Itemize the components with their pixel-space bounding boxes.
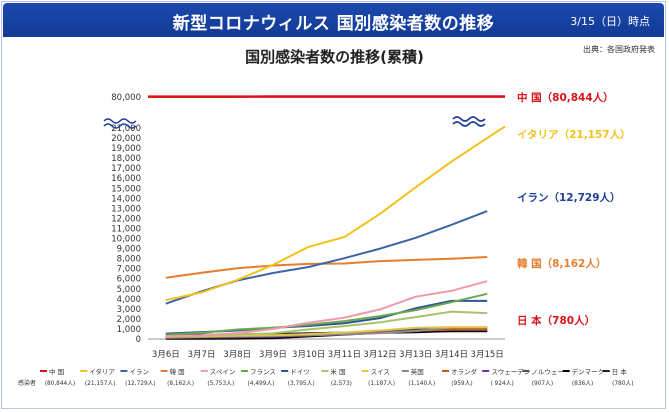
y-tick-label: 5,000 xyxy=(117,285,141,295)
legend-value: ( 924人) xyxy=(491,380,514,387)
x-tick-label: 3月10日 xyxy=(292,350,325,360)
source-note: 出典：各国政府発表 xyxy=(583,45,655,54)
x-tick-label: 3月14日 xyxy=(435,350,468,360)
x-tick-label: 3月7日 xyxy=(188,350,216,360)
legend-value: (21,157人) xyxy=(85,380,116,387)
series-line xyxy=(165,280,488,338)
chart-title: 国別感染者数の推移(累積) xyxy=(245,48,424,66)
x-tick-label: 3月12日 xyxy=(363,350,396,360)
series-annotation: 日 本（780人） xyxy=(517,314,595,327)
series-annotation: 中 国（80,844人） xyxy=(517,91,614,104)
legend-value: (12,729人) xyxy=(125,380,156,387)
axis-break-mark xyxy=(103,118,137,124)
y-tick-label: 4,000 xyxy=(117,295,141,305)
legend-label: 日 本 xyxy=(612,367,628,376)
y-tick-label: 14,000 xyxy=(111,194,141,204)
legend-value: (80,844人) xyxy=(45,380,76,387)
x-tick-label: 3月9日 xyxy=(259,350,287,360)
legend-label: デンマーク xyxy=(572,367,605,376)
legend-label: スペイン xyxy=(210,368,236,376)
y-tick-label: 1,000 xyxy=(117,325,141,335)
legend-value: (4,499人) xyxy=(248,380,275,387)
series-line xyxy=(165,256,488,279)
legend-label: イタリア xyxy=(89,367,115,376)
x-tick-label: 3月11日 xyxy=(328,350,361,360)
legend-row-label: 感染者 xyxy=(18,379,36,387)
y-tick-label: 13,000 xyxy=(111,204,141,214)
page-title: 新型コロナウィルス 国別感染者数の推移 xyxy=(172,14,495,34)
x-tick-label: 3月15日 xyxy=(471,350,504,360)
legend-value: (780人) xyxy=(612,380,633,387)
y-tick-label: 8,000 xyxy=(117,255,141,265)
legend-label: オランダ xyxy=(451,367,478,376)
legend-value: (836人) xyxy=(572,380,593,387)
y-tick-label: 15,000 xyxy=(111,184,141,194)
legend-value: (907人) xyxy=(532,380,553,387)
legend-label: フランス xyxy=(250,368,276,376)
axis-break-mark xyxy=(103,123,137,129)
y-tick-label: 7,000 xyxy=(117,265,141,275)
y-tick-label: 6,000 xyxy=(117,275,141,285)
series-line xyxy=(165,125,506,302)
y-tick-label: 17,000 xyxy=(111,164,141,174)
y-tick-label: 0 xyxy=(136,335,141,345)
y-tick-label: 9,000 xyxy=(117,245,141,255)
legend-label: ドイツ xyxy=(290,368,310,376)
series-annotation: 韓 国（8,162人） xyxy=(517,257,606,270)
legend-value: (1,140人) xyxy=(408,380,435,387)
axis-break-mark xyxy=(452,116,486,122)
y-tick-label: 12,000 xyxy=(111,214,141,224)
legend-label: スウェーデン xyxy=(491,367,530,376)
legend-label: 米 国 xyxy=(330,367,345,376)
legend-label: スイス xyxy=(371,368,390,376)
header-bar: 新型コロナウィルス 国別感染者数の推移 3/15（日）時点 xyxy=(3,3,664,37)
legend-value: (5,753人) xyxy=(207,380,234,387)
legend-value: (1,187人) xyxy=(368,380,395,387)
legend-value: (959人) xyxy=(451,380,472,387)
legend-value: (3,795人) xyxy=(288,380,315,387)
y-tick-label: 19,000 xyxy=(111,144,141,154)
series-annotation: イタリア（21,157人） xyxy=(517,128,631,141)
legend-label: イラン xyxy=(129,368,149,376)
y-tick-label: 20,000 xyxy=(111,134,141,144)
legend-label: 中 国 xyxy=(49,367,64,376)
axis-break-mark xyxy=(452,121,486,127)
series-annotation: イラン（12,729人） xyxy=(517,191,621,204)
y-tick-label: 18,000 xyxy=(111,154,141,164)
x-tick-label: 3月6日 xyxy=(152,350,180,360)
legend-value: (2,573) xyxy=(331,381,352,387)
y-tick-label: 80,000 xyxy=(111,93,141,103)
legend-label: ノルウェー xyxy=(531,368,564,376)
legend-value: (8,162人) xyxy=(167,380,194,387)
x-tick-label: 3月13日 xyxy=(399,350,432,360)
y-tick-label: 16,000 xyxy=(111,174,141,184)
y-tick-label: 21,000 xyxy=(111,124,141,134)
series-line xyxy=(165,292,488,336)
y-tick-label: 2,000 xyxy=(117,315,141,325)
as-of-date: 3/15（日）時点 xyxy=(570,15,650,28)
x-tick-label: 3月8日 xyxy=(223,350,251,360)
series-line xyxy=(165,210,488,305)
legend-label: 英国 xyxy=(411,367,424,376)
y-tick-label: 11,000 xyxy=(111,224,141,234)
y-tick-label: 10,000 xyxy=(111,235,141,245)
y-tick-label: 3,000 xyxy=(117,305,141,315)
legend-label: 韓 国 xyxy=(170,367,185,376)
